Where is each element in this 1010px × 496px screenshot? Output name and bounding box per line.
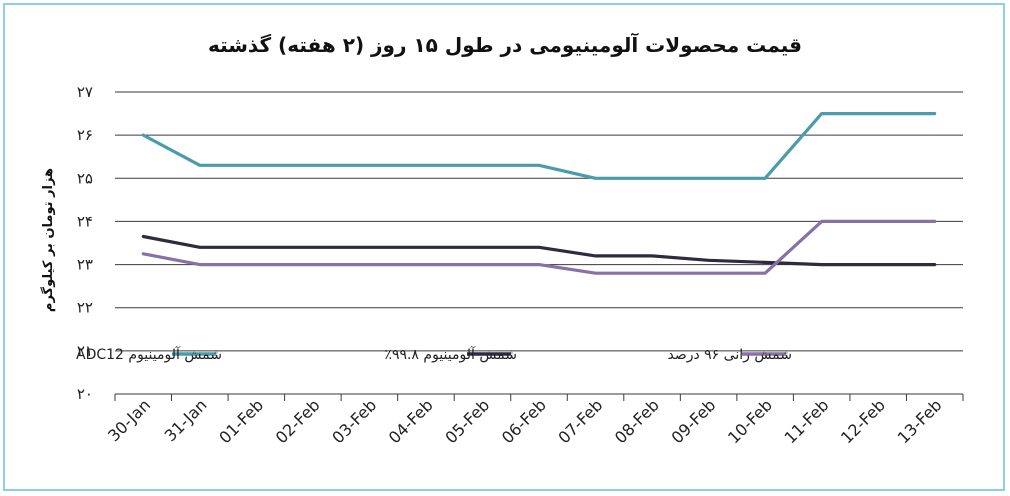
legend-label-1: شمش آلومینیوم ADC12	[76, 346, 222, 363]
x-tick-label: 08-Feb	[611, 395, 663, 447]
y-axis-label: هزار تومان بر کیلوگرم	[40, 168, 56, 312]
x-tick-label: 06-Feb	[498, 395, 550, 447]
x-tick-label: 01-Feb	[215, 395, 267, 447]
x-tick-label: 10-Feb	[724, 395, 776, 447]
legend-label-2: شمش آلومینیوم ۹۹.۸٪	[384, 346, 517, 363]
x-tick-label: 09-Feb	[667, 395, 719, 447]
series-line-2	[141, 234, 937, 267]
y-tick-label: ۲۵	[77, 169, 93, 187]
legend: شمش آلومینیوم ADC12 شمش آلومینیوم ۹۹.۸٪ شم…	[76, 346, 792, 363]
x-tick-label: 07-Feb	[554, 395, 606, 447]
x-tick-label: 12-Feb	[837, 395, 889, 447]
series-line-3	[141, 219, 937, 275]
x-tick-label: 03-Feb	[328, 395, 380, 447]
x-tick-label: 05-Feb	[441, 395, 493, 447]
x-tick-label: 04-Feb	[385, 395, 437, 447]
x-tick-label: 30-Jan	[104, 395, 154, 445]
series-lines	[141, 111, 937, 275]
y-tick-label: ۲۳	[77, 256, 93, 274]
chart-title: قیمت محصولات آلومینیومی در طول ۱۵ روز (۲…	[208, 32, 802, 57]
y-tick-label: ۲۷	[77, 83, 93, 101]
series-line-1	[141, 111, 937, 180]
y-axis-ticks: ۲۰ ۲۱ ۲۲ ۲۳ ۲۴ ۲۵ ۲۶ ۲۷	[77, 83, 93, 403]
y-tick-label: ۲۲	[77, 299, 93, 317]
legend-label-3: شمش رانی ۹۶ درصد	[667, 347, 792, 363]
y-tick-label: ۲۶	[77, 126, 93, 144]
x-tick-label: 11-Feb	[781, 395, 833, 447]
x-tick-label: 02-Feb	[272, 395, 324, 447]
y-tick-label: ۲۴	[77, 212, 93, 230]
y-tick-label: ۲۱	[77, 342, 93, 360]
y-tick-label: ۲۰	[77, 385, 93, 403]
x-tick-label: 13-Feb	[894, 395, 946, 447]
gridlines	[114, 91, 964, 401]
x-tick-label: 31-Jan	[161, 395, 211, 445]
x-axis-ticks: 30-Jan 31-Jan 01-Feb 02-Feb 03-Feb 04-Feb 05-F…	[104, 395, 945, 447]
